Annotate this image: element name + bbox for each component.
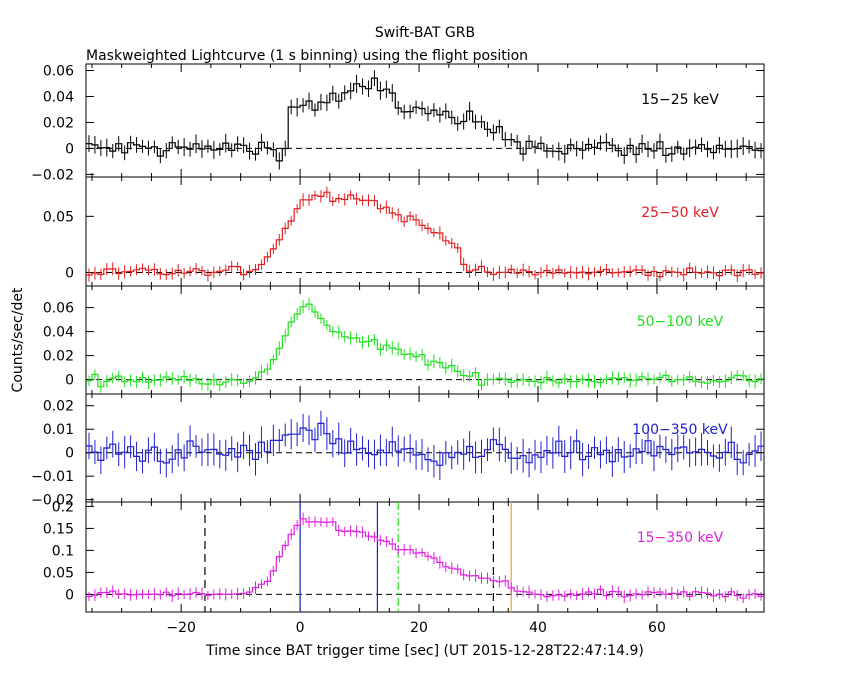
- y-tick-label: −0.01: [31, 469, 74, 485]
- y-tick-label: 0: [65, 446, 74, 462]
- x-tick-label: 0: [296, 620, 305, 636]
- y-tick-label: 0: [65, 373, 74, 389]
- lightcurve-series: [86, 77, 764, 162]
- lightcurve-series: [86, 191, 764, 278]
- band-label: 50−100 keV: [637, 314, 724, 330]
- y-tick-label: 0.06: [43, 301, 74, 317]
- y-tick-label: −0.02: [31, 493, 74, 509]
- x-tick-label: −20: [166, 620, 196, 636]
- y-tick-label: 0.02: [43, 399, 74, 415]
- lightcurve-series: [86, 303, 764, 388]
- y-tick-label: 0.02: [43, 115, 74, 131]
- y-tick-label: 0.06: [43, 63, 74, 79]
- chart-subtitle: Maskweighted Lightcurve (1 s binning) us…: [86, 48, 528, 64]
- y-tick-label: 0.15: [43, 521, 74, 537]
- panel-frame: [85, 501, 765, 613]
- y-tick-label: 0.04: [43, 89, 74, 105]
- y-tick-label: 0.02: [43, 349, 74, 365]
- y-tick-label: 0.05: [43, 565, 74, 581]
- y-tick-label: 0.01: [43, 422, 74, 438]
- panel-25-50-kev: 0 0.05 25−50 keV: [43, 176, 765, 287]
- x-tick-label: 20: [410, 620, 428, 636]
- lightcurve-series: [86, 518, 764, 599]
- y-tick-label: 0.04: [43, 325, 74, 341]
- x-tick-label: 40: [529, 620, 547, 636]
- panel-15-350-kev: 0 0.05 0.1 0.15 0.2 15−350 keV −20 0 20 40 60: [43, 499, 765, 636]
- y-tick-label: 0: [65, 266, 74, 282]
- panel-50-100-kev: 0 0.02 0.04 0.06 50−100 keV: [43, 285, 765, 395]
- y-axis-label: Counts/sec/det: [10, 287, 26, 392]
- panel-100-350-kev: −0.02 −0.01 0 0.01 0.02 100−350 keV: [31, 393, 765, 509]
- y-tick-label: 0.05: [43, 209, 74, 225]
- band-label: 100−350 keV: [632, 422, 728, 438]
- panel-frame: [85, 176, 765, 287]
- lightcurve-series: [86, 422, 764, 466]
- band-label: 15−25 keV: [641, 92, 719, 108]
- band-label: 15−350 keV: [637, 530, 724, 546]
- panel-15-25-kev: −0.02 0 0.02 0.04 0.06 15−25 keV: [31, 63, 765, 183]
- band-label: 25−50 keV: [641, 205, 719, 221]
- panel-frame: [85, 63, 765, 178]
- y-tick-label: −0.02: [31, 167, 74, 183]
- y-tick-label: 0: [65, 587, 74, 603]
- y-tick-label: 0: [65, 141, 74, 157]
- x-tick-label: 60: [648, 620, 666, 636]
- y-tick-label: 0.1: [52, 543, 74, 559]
- y-tick-label: 0.2: [52, 499, 74, 515]
- chart-title: Swift-BAT GRB: [375, 25, 475, 41]
- x-axis-label: Time since BAT trigger time [sec] (UT 20…: [205, 643, 644, 659]
